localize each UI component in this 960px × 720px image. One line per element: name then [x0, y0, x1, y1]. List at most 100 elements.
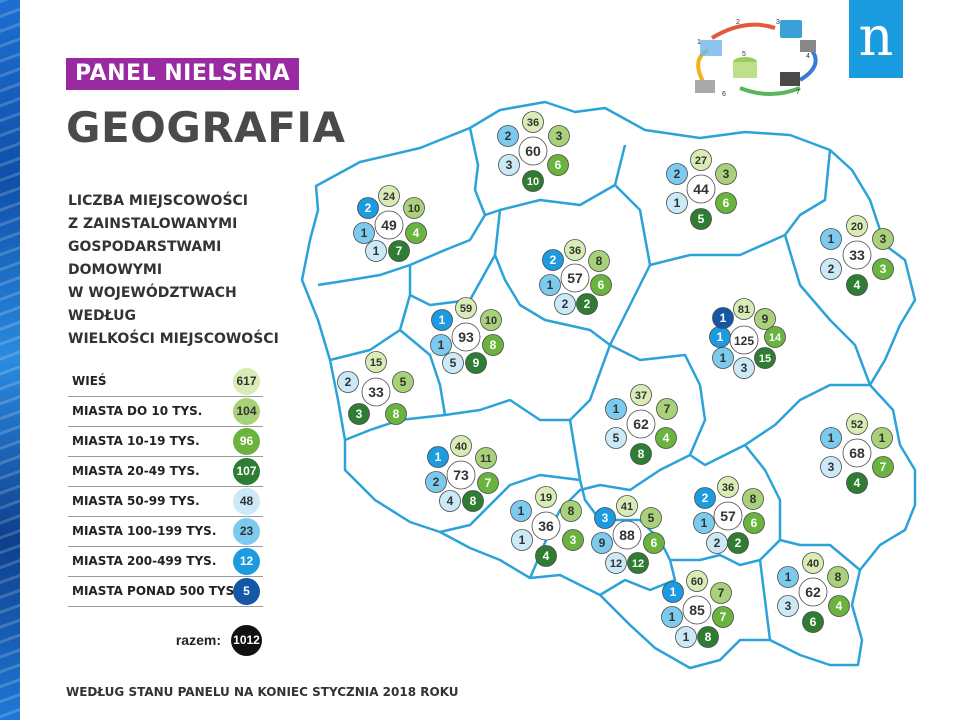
region-total-value: 85: [689, 602, 705, 618]
petal-circle: [706, 532, 728, 554]
description-line: GOSPODARSTWAMI DOMOWYMI: [68, 239, 222, 278]
computer-icon: [695, 80, 715, 93]
petal-value: 1: [547, 278, 554, 292]
petal-circle: [754, 308, 776, 330]
petal-circle: [357, 197, 379, 219]
legend-label: MIASTA DO 10 TYS.: [72, 404, 203, 418]
petal-circle: [872, 228, 894, 250]
region-clusters: 2410471124936361032602736512442033421333…: [337, 111, 894, 648]
petal-circle: [337, 371, 359, 393]
petal-value: 1: [518, 504, 525, 518]
petal-value: 2: [674, 167, 681, 181]
petal-value: 6: [555, 158, 562, 172]
laptop-icon: [780, 72, 800, 86]
petal-circle: [465, 352, 487, 374]
petal-value: 2: [550, 253, 557, 267]
region-total-circle: [612, 520, 642, 550]
petal-circle: [405, 222, 427, 244]
petal-value: 8: [490, 338, 497, 352]
legend-row: MIASTA DO 10 TYS. 104: [68, 397, 263, 427]
petal-value: 2: [562, 297, 569, 311]
arrow-icon: [710, 22, 776, 40]
petal-value: 15: [370, 357, 382, 369]
petal-value: 3: [785, 599, 792, 613]
petal-value: 2: [365, 201, 372, 215]
petal-value: 3: [723, 167, 730, 181]
petal-value: 3: [880, 232, 887, 246]
petal-circle: [733, 357, 755, 379]
region-total-circle: [451, 322, 481, 352]
petal-value: 3: [828, 460, 835, 474]
petal-value: 1: [785, 570, 792, 584]
petal-circle: [712, 347, 734, 369]
petal-value: 3: [570, 533, 577, 547]
region-cluster-dolnośląskie: 40 11 78 42 1 73: [425, 435, 499, 512]
region-cluster-podkarpackie: 40 8 4 6 3 1 62: [777, 552, 850, 633]
nielsen-logo: n: [849, 0, 903, 78]
petal-circle: [378, 185, 400, 207]
petal-circle: [820, 456, 842, 478]
region-total-circle: [374, 210, 404, 240]
step-number: 6: [722, 91, 726, 98]
petal-value: 2: [505, 129, 512, 143]
petal-value: 6: [751, 516, 758, 530]
petal-value: 2: [714, 536, 721, 550]
petal-value: 2: [828, 262, 835, 276]
region-total-value: 33: [849, 247, 865, 263]
petal-value: 4: [413, 226, 420, 240]
petal-circle: [403, 197, 425, 219]
petal-circle: [535, 545, 557, 567]
petal-circle: [365, 351, 387, 373]
description-line: W WOJEWÓDZTWACH WEDŁUG: [68, 285, 237, 324]
petal-value: 1: [670, 585, 677, 599]
petal-circle: [392, 371, 414, 393]
region-total-circle: [446, 460, 476, 490]
petal-value: 8: [470, 494, 477, 508]
legend-label: MIASTA 20-49 TYS.: [72, 464, 200, 478]
petal-circle: [643, 532, 665, 554]
region-total-circle: [713, 501, 743, 531]
petal-value: 7: [485, 476, 492, 490]
petal-circle: [827, 566, 849, 588]
legend-count: 617: [233, 368, 260, 395]
step-number: 2: [736, 19, 740, 26]
region-cluster-warmińsko-mazurskie: 27 3 6 5 1 2 44: [666, 149, 737, 230]
petal-value: 4: [663, 431, 670, 445]
region-total-circle: [798, 577, 828, 607]
petal-value: 52: [851, 419, 863, 431]
petal-value: 7: [720, 610, 727, 624]
petal-value: 9: [599, 536, 606, 550]
petal-circle: [690, 149, 712, 171]
petal-circle: [846, 413, 868, 435]
region-total-value: 36: [538, 518, 554, 534]
petal-circle: [605, 427, 627, 449]
petal-circle: [477, 472, 499, 494]
petal-value: 1: [720, 351, 727, 365]
total-count: 1012: [231, 625, 262, 656]
petal-value: 4: [854, 278, 861, 292]
region-total-circle: [842, 438, 872, 468]
petal-value: 6: [598, 278, 605, 292]
petal-circle: [694, 487, 716, 509]
petal-value: 7: [718, 586, 725, 600]
petal-value: 20: [851, 221, 863, 233]
footnote: WEDŁUG STANU PANELU NA KONIEC STYCZNIA 2…: [66, 685, 459, 699]
petal-value: 19: [540, 492, 552, 504]
petal-value: 8: [393, 407, 400, 421]
petal-circle: [666, 163, 688, 185]
region-total-value: 60: [525, 143, 541, 159]
petal-value: 1: [828, 232, 835, 246]
petal-value: 3: [356, 407, 363, 421]
petal-circle: [605, 552, 627, 574]
petal-circle: [872, 456, 894, 478]
petal-value: 7: [396, 244, 403, 258]
legend-row: MIASTA 100-199 TYS. 23: [68, 517, 263, 547]
petal-circle: [712, 606, 734, 628]
region-total-value: 73: [453, 467, 469, 483]
petal-value: 4: [836, 599, 843, 613]
region-total-value: 49: [381, 217, 397, 233]
region-total-value: 68: [849, 445, 865, 461]
petal-circle: [353, 222, 375, 244]
